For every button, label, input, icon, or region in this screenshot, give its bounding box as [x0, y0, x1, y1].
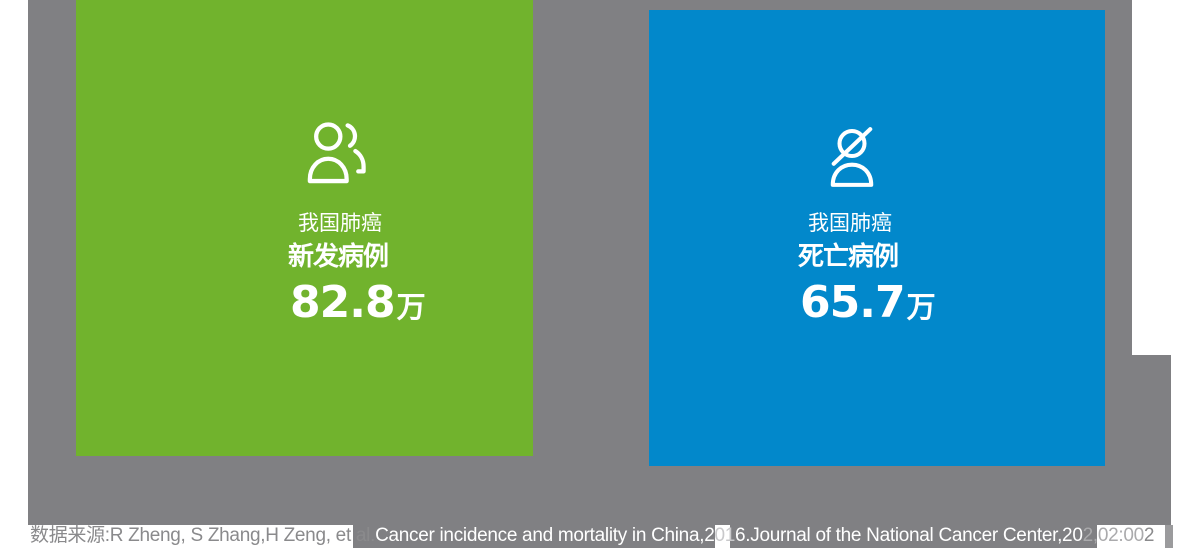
- people-icon: [306, 120, 366, 186]
- source-citation-prefix: 数据来源:R Zheng, S Zhang,H Zeng, et al.: [30, 525, 376, 546]
- card-category-label: 死亡病例: [798, 241, 899, 271]
- card-value-unit: 万: [396, 290, 426, 324]
- card-value-line: 82.8万: [290, 281, 426, 334]
- card-category-label: 新发病例: [288, 241, 389, 271]
- source-citation: 数据来源:R Zheng, S Zhang,H Zeng, et al.Canc…: [30, 524, 1154, 548]
- source-citation-text: Cancer incidence and mortality in China,…: [375, 525, 715, 546]
- card-value-line: 65.7万: [800, 281, 936, 334]
- source-citation-text: 2: [1143, 525, 1155, 546]
- source-bar-segment: [730, 525, 1097, 548]
- gray-background-right-extension: [1132, 355, 1171, 525]
- source-bar-segment: [353, 525, 715, 548]
- source-citation-text: 01: [714, 525, 736, 546]
- stat-card-new-cases: 我国肺癌 新发病例 82.8万: [76, 0, 533, 456]
- card-value: 65.7: [800, 277, 906, 328]
- source-bar-chip: [1165, 525, 1173, 548]
- source-citation-text: 6.Journal of the National Cancer Center,…: [735, 525, 1083, 546]
- person-slash-icon: [827, 126, 877, 188]
- card-group-label: 我国肺癌: [808, 212, 892, 235]
- card-value-unit: 万: [906, 290, 936, 324]
- card-value: 82.8: [290, 277, 396, 328]
- source-citation-text: 2,02:00: [1082, 525, 1145, 546]
- stat-card-deaths: 我国肺癌 死亡病例 65.7万: [649, 10, 1105, 466]
- card-group-label: 我国肺癌: [298, 212, 382, 235]
